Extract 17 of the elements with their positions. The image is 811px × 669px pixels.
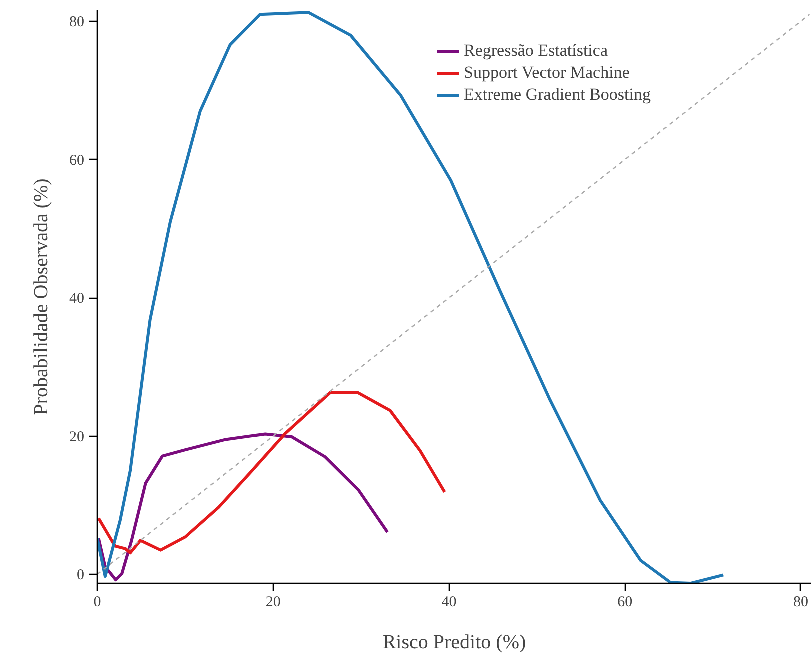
legend-label: Regressão Estatística [464, 41, 608, 61]
x-axis-title: Risco Predito (%) [382, 632, 526, 654]
legend-label: Extreme Gradient Boosting [464, 85, 651, 105]
x-tick-label: 0 [94, 594, 102, 610]
y-tick-label: 20 [70, 429, 84, 446]
y-tick-label: 0 [77, 568, 84, 584]
y-tick-label: 80 [70, 14, 84, 31]
x-tick-label: 80 [793, 594, 808, 610]
y-axis-title: Probabilidade Observada (%) [30, 178, 52, 416]
x-tick-label: 40 [442, 594, 457, 610]
x-tick-label: 60 [618, 594, 633, 610]
y-tick-label: 40 [70, 291, 84, 308]
line-series [98, 432, 390, 582]
legend-label: Support Vector Machine [464, 63, 630, 83]
line-series [98, 391, 446, 555]
x-tick-label: 20 [266, 594, 281, 610]
y-tick-label: 60 [70, 152, 84, 169]
